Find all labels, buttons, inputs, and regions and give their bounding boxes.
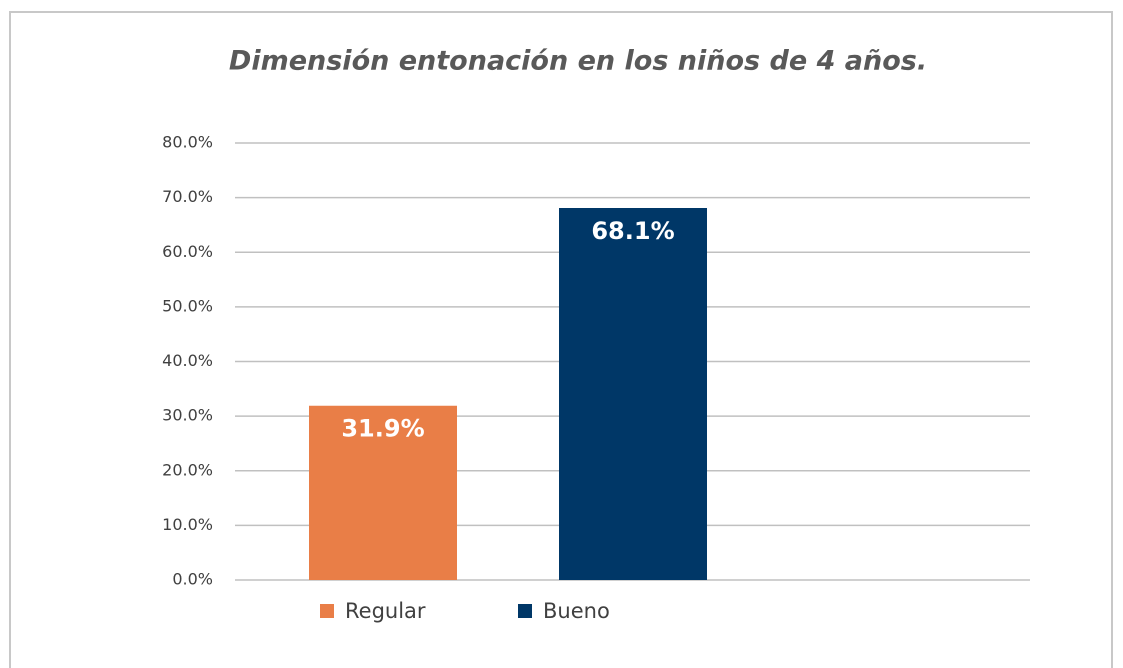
y-tick-label: 20.0%	[162, 460, 213, 479]
y-tick-label: 50.0%	[162, 296, 213, 315]
y-tick-label: 10.0%	[162, 515, 213, 534]
legend-swatch	[518, 604, 532, 618]
legend-label: Regular	[345, 599, 426, 623]
y-tick-label: 30.0%	[162, 406, 213, 425]
bar	[309, 405, 457, 580]
bar	[559, 208, 707, 580]
y-tick-label: 60.0%	[162, 242, 213, 261]
y-tick-label: 0.0%	[172, 570, 213, 589]
y-tick-label: 70.0%	[162, 187, 213, 206]
legend-label: Bueno	[543, 599, 610, 623]
data-label: 68.1%	[591, 217, 674, 245]
chart-title: Dimensión entonación en los niños de 4 a…	[229, 46, 927, 77]
y-tick-label: 80.0%	[162, 133, 213, 152]
legend-swatch	[320, 604, 334, 618]
y-tick-label: 40.0%	[162, 351, 213, 370]
data-label: 31.9%	[341, 415, 424, 443]
